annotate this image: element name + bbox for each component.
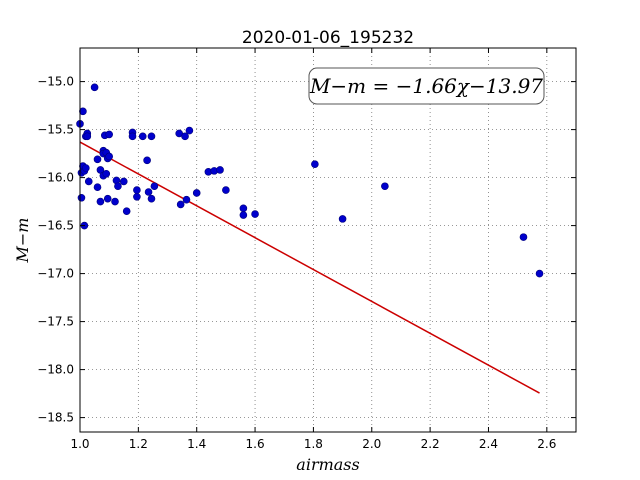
data-point xyxy=(381,182,389,191)
data-point xyxy=(133,186,141,194)
y-tick-label: −17.0 xyxy=(37,267,74,281)
x-tick-label: 2.2 xyxy=(421,437,440,451)
data-point xyxy=(133,193,141,201)
data-point xyxy=(147,194,156,203)
plot-area xyxy=(80,48,576,432)
data-point xyxy=(96,197,105,206)
y-tick-label: −18.0 xyxy=(37,363,74,377)
data-point xyxy=(114,182,122,191)
data-point xyxy=(93,155,102,164)
x-tick-label: 2.0 xyxy=(362,437,381,451)
data-point xyxy=(338,215,347,223)
axis-ticks: 1.0 1.2 1.4 1.6 1.8 2.0 2.2 2.4 2.6 −15.0 −15.5 −16… xyxy=(37,48,576,451)
data-point xyxy=(251,210,259,218)
data-point xyxy=(128,132,137,141)
x-tick-label: 1.0 xyxy=(70,437,89,451)
x-tick-label: 1.2 xyxy=(129,437,148,451)
data-point xyxy=(84,177,93,186)
data-point xyxy=(192,189,201,197)
x-tick-label: 1.8 xyxy=(304,437,323,451)
data-point xyxy=(79,107,87,116)
y-axis-label: M−m xyxy=(13,218,32,264)
annotation-text: M−m = −1.66χ−13.97 xyxy=(309,74,543,98)
data-point xyxy=(138,132,147,141)
data-point xyxy=(102,169,111,178)
data-point xyxy=(150,182,159,191)
data-point xyxy=(83,132,92,141)
data-points xyxy=(76,83,544,278)
data-point xyxy=(77,193,86,202)
data-point xyxy=(111,197,119,206)
data-point xyxy=(311,160,319,168)
data-point xyxy=(147,132,156,141)
y-tick-label: −17.5 xyxy=(37,315,74,329)
x-axis-label: airmass xyxy=(296,455,359,474)
data-point xyxy=(122,207,131,215)
equation-annotation: M−m = −1.66χ−13.97 xyxy=(308,67,545,105)
data-point xyxy=(82,164,90,172)
data-point xyxy=(182,195,191,204)
data-point xyxy=(535,269,544,278)
data-point xyxy=(185,126,194,135)
data-point xyxy=(181,132,189,141)
data-point xyxy=(103,194,112,203)
x-tick-label: 1.4 xyxy=(187,437,206,451)
data-point xyxy=(105,130,113,139)
data-point xyxy=(239,211,248,219)
annotation-box xyxy=(308,67,545,105)
data-point xyxy=(222,186,230,194)
x-tick-label: 2.4 xyxy=(479,437,498,451)
data-point xyxy=(90,83,99,92)
data-point xyxy=(519,233,528,241)
data-point xyxy=(176,200,185,209)
data-point xyxy=(119,177,128,186)
y-tick-label: −15.0 xyxy=(37,75,74,89)
chart-title: 2020-01-06_195232 xyxy=(242,28,414,48)
y-tick-label: −18.5 xyxy=(37,411,74,425)
data-point xyxy=(144,188,153,196)
data-point xyxy=(93,183,102,191)
y-tick-label: −16.0 xyxy=(37,171,74,185)
x-tick-label: 1.6 xyxy=(246,437,265,451)
data-point xyxy=(105,152,113,161)
plot-frame xyxy=(79,47,577,433)
x-tick-label: 2.6 xyxy=(537,437,556,451)
y-tick-label: −15.5 xyxy=(37,123,74,137)
data-point xyxy=(216,166,224,174)
y-tick-label: −16.5 xyxy=(37,219,74,233)
data-point xyxy=(143,156,151,165)
data-point xyxy=(239,204,248,213)
